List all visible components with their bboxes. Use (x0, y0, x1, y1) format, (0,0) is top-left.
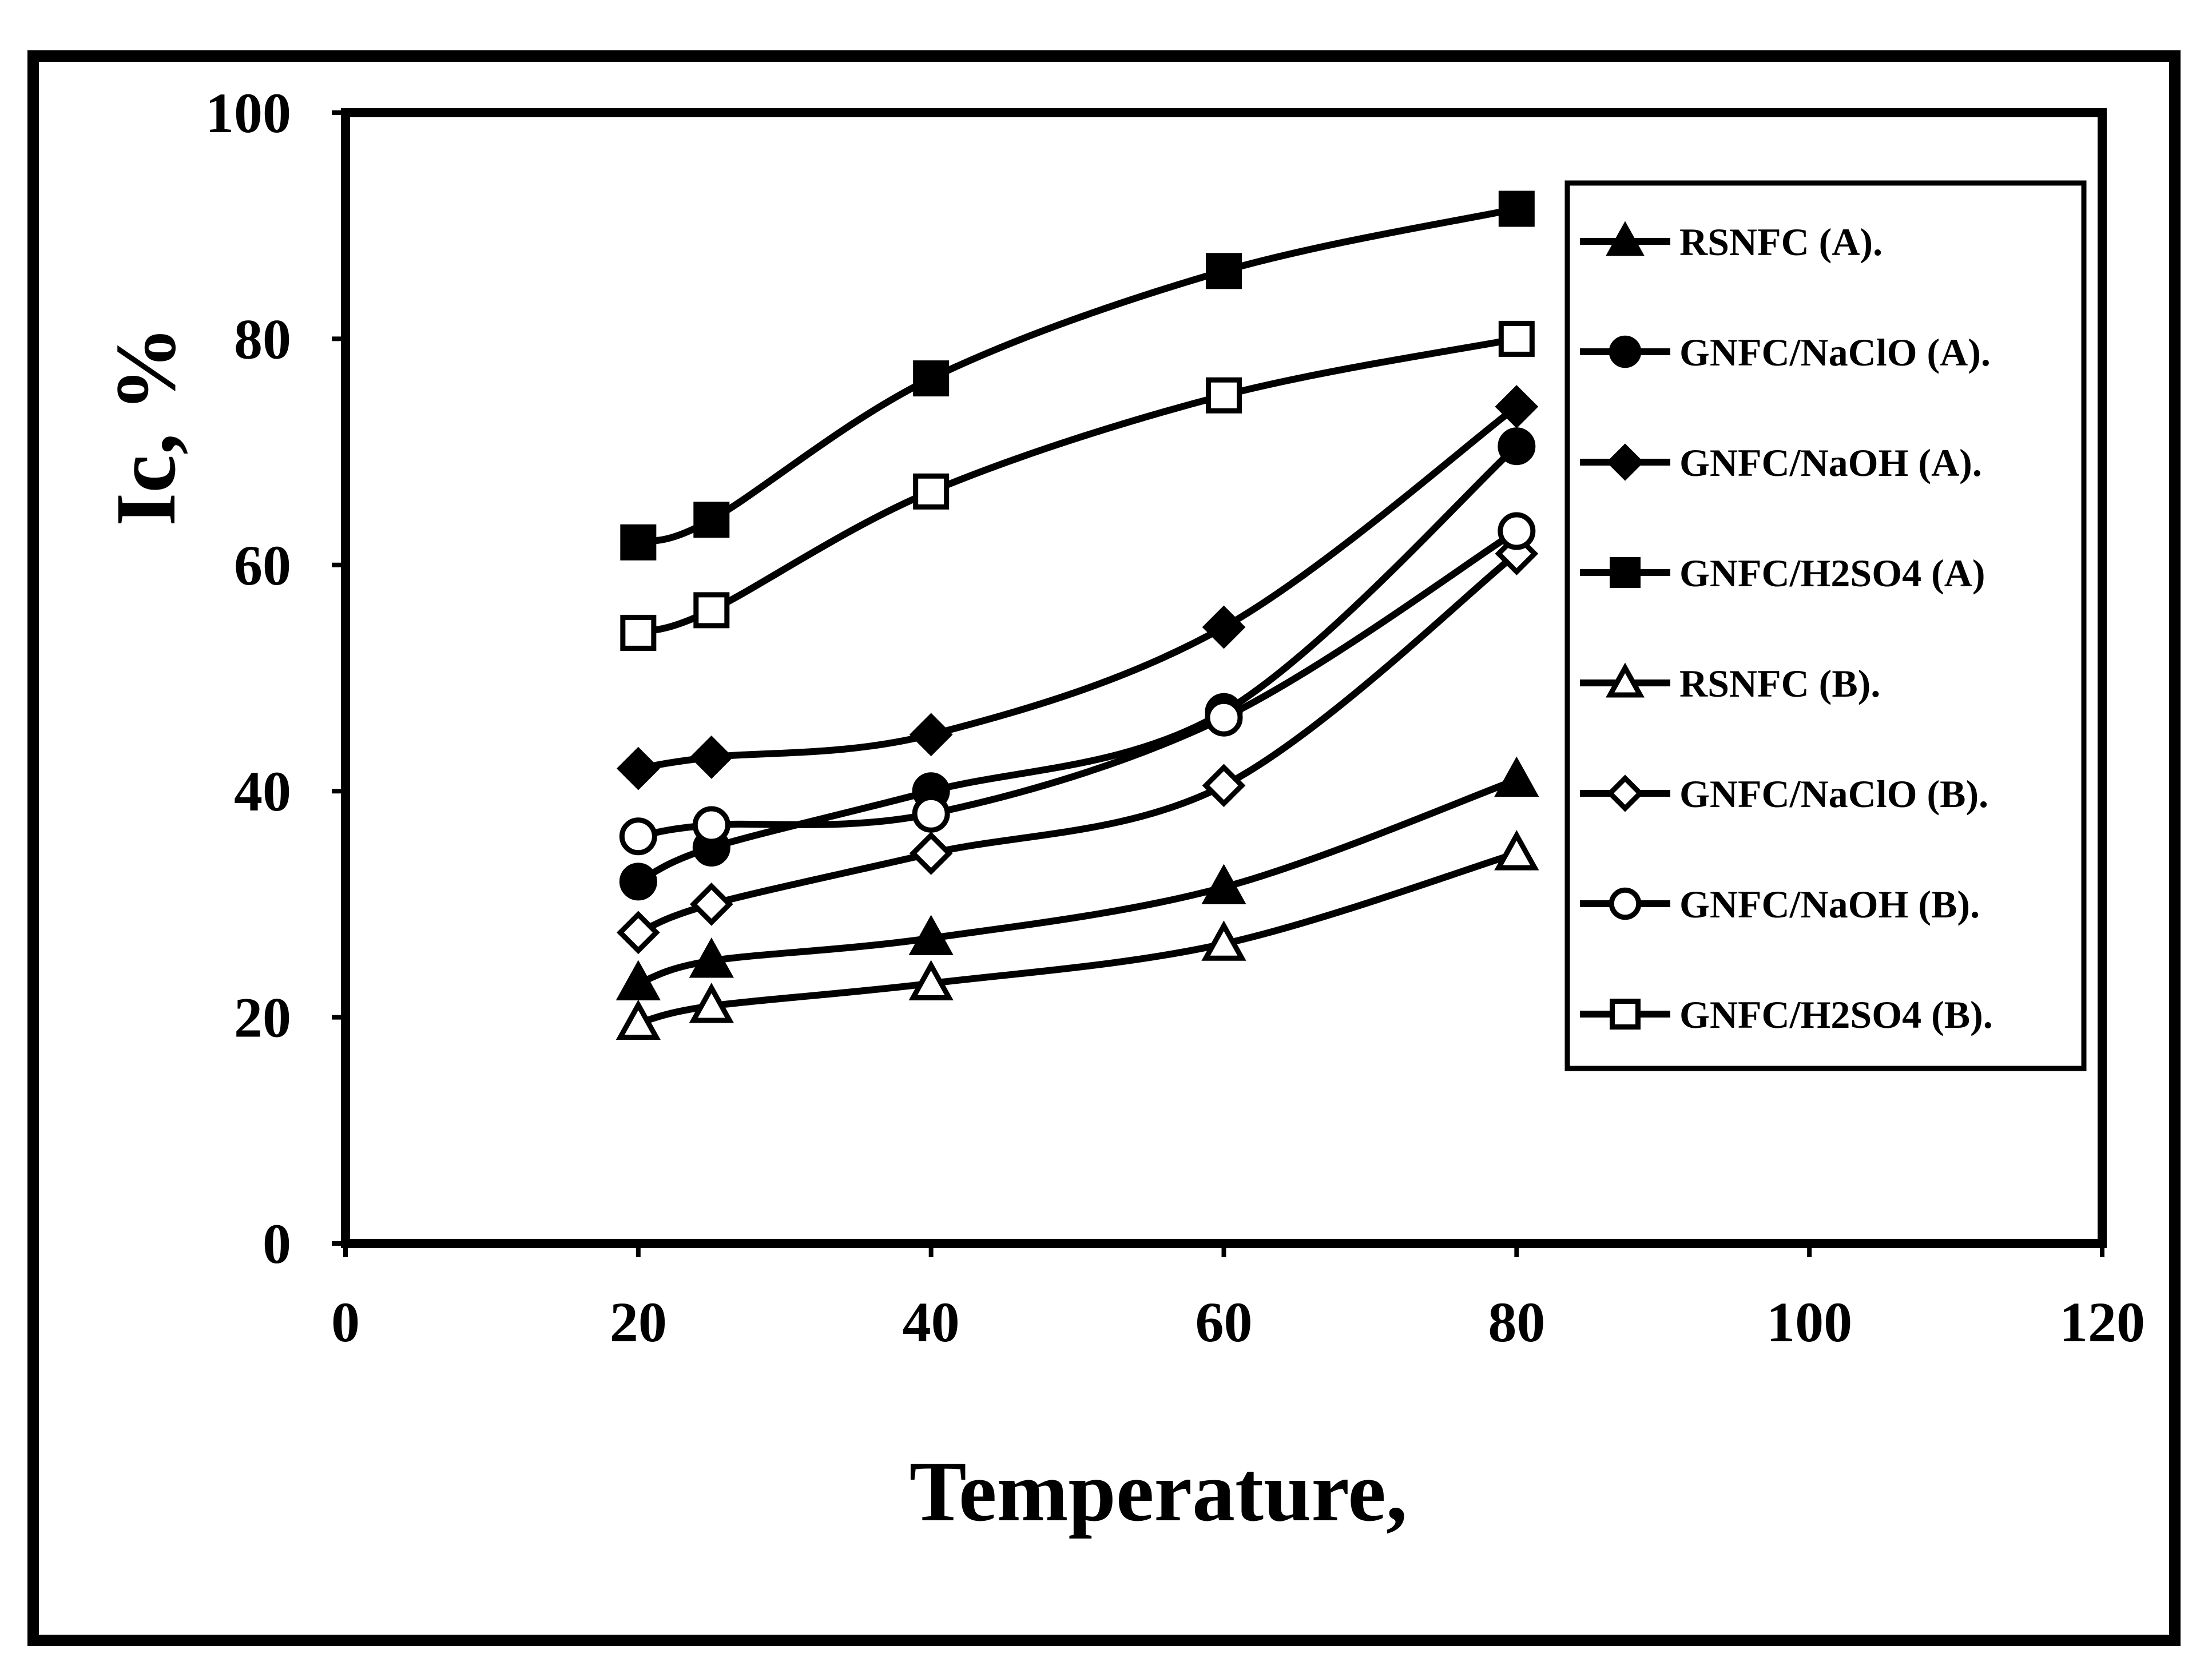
series-8 (620, 320, 1535, 651)
x-tick-label: 80 (1488, 1290, 1545, 1354)
data-point (1206, 377, 1242, 414)
legend-marker (1606, 662, 1645, 698)
x-tick-label: 0 (331, 1290, 360, 1354)
legend-item: GNFC/NaOH (A). (1580, 441, 1982, 484)
legend-item: GNFC/NaOH (B). (1580, 883, 1980, 926)
data-point (909, 832, 953, 875)
data-point (908, 960, 954, 1000)
legend-label: GNFC/NaOH (B). (1679, 883, 1980, 926)
x-axis-title: Temperature, (910, 1444, 1408, 1539)
data-point (1205, 698, 1243, 737)
legend-item: GNFC/H2SO4 (A) (1580, 551, 1985, 595)
legend-marker (1609, 887, 1642, 920)
data-point (619, 863, 657, 901)
legend-marker (1610, 557, 1641, 588)
data-point (1494, 830, 1539, 871)
legend-item: RSNFC (A). (1580, 220, 1883, 264)
data-point (1498, 512, 1536, 550)
data-point (616, 746, 660, 790)
data-point (1201, 864, 1246, 904)
y-tick-label: 0 (263, 1212, 291, 1275)
data-point (1498, 320, 1535, 357)
legend-item: GNFC/H2SO4 (B). (1580, 993, 1993, 1036)
data-point (1498, 427, 1536, 466)
data-point (913, 473, 950, 510)
data-point (1206, 253, 1242, 289)
legend-label: GNFC/NaOH (A). (1679, 441, 1982, 484)
series-7 (619, 512, 1536, 856)
data-point (909, 713, 953, 757)
legend-label: GNFC/NaClO (A). (1679, 331, 1991, 374)
y-tick-label: 60 (234, 534, 291, 597)
legend-marker (1606, 774, 1644, 812)
x-tick-label: 120 (2059, 1290, 2145, 1354)
series-5 (615, 830, 1539, 1040)
x-tick-label: 60 (1196, 1290, 1253, 1354)
y-tick-label: 20 (234, 986, 291, 1050)
legend-marker (1610, 999, 1641, 1030)
y-tick-label: 40 (234, 760, 291, 823)
data-point (692, 806, 730, 844)
legend-label: GNFC/NaClO (B). (1679, 772, 1988, 816)
x-axis: 0 20 40 60 80 100 120 (331, 1243, 2145, 1354)
legend-label: GNFC/H2SO4 (B). (1679, 993, 1993, 1036)
legend-label: RSNFC (A). (1679, 220, 1883, 264)
data-point (1498, 190, 1535, 227)
legend-box (1564, 180, 2087, 1071)
data-point (620, 524, 657, 561)
data-point (912, 794, 950, 833)
y-axis: 0 20 40 60 80 100 (205, 81, 345, 1275)
data-point (1202, 764, 1246, 808)
data-point (693, 502, 730, 538)
series-layer (615, 190, 1539, 1040)
y-tick-label: 80 (234, 307, 291, 371)
data-point (1494, 756, 1539, 797)
data-point (1495, 385, 1539, 428)
legend-marker (1609, 335, 1642, 368)
x-tick-label: 40 (903, 1290, 960, 1354)
series-1 (615, 756, 1539, 1000)
legend-marker (1606, 221, 1645, 256)
legend-item: GNFC/NaClO (A). (1580, 331, 1991, 374)
series-3 (616, 385, 1539, 790)
series-4 (620, 190, 1535, 561)
legend: RSNFC (A). GNFC/NaClO (A). GNFC/NaOH (A). G… (1580, 220, 1993, 1036)
data-point (1202, 605, 1246, 649)
data-point (689, 937, 734, 978)
legend-label: GNFC/H2SO4 (A) (1679, 551, 1985, 595)
data-point (1201, 920, 1246, 961)
x-tick-label: 100 (1766, 1290, 1852, 1354)
data-point (689, 883, 733, 926)
legend-item: GNFC/NaClO (B). (1580, 772, 1988, 816)
data-point (689, 983, 734, 1023)
legend-item: RSNFC (B). (1580, 662, 1880, 705)
data-point (619, 817, 657, 856)
data-point (620, 614, 657, 651)
data-point (615, 999, 661, 1040)
data-point (689, 736, 733, 779)
legend-label: RSNFC (B). (1679, 662, 1880, 705)
legend-marker (1606, 443, 1644, 481)
data-point (913, 360, 950, 397)
data-point (693, 592, 730, 629)
x-tick-label: 20 (610, 1290, 667, 1354)
data-point (615, 960, 661, 1000)
data-point (908, 915, 954, 955)
y-axis-title: Ic, % (98, 326, 193, 526)
y-tick-label: 100 (205, 81, 291, 145)
data-point (616, 911, 660, 955)
